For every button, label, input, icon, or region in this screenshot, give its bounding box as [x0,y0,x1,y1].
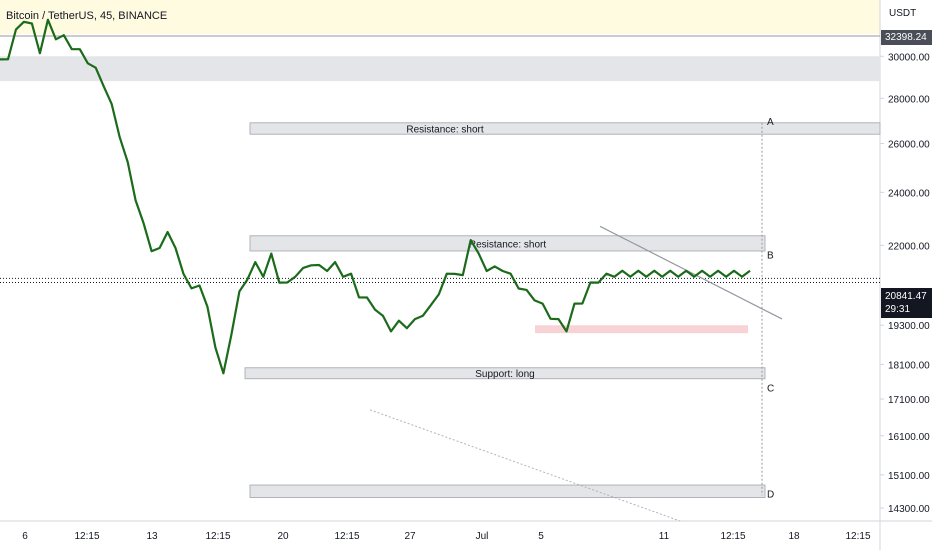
currency-label: USDT [889,8,917,19]
y-tick-label: 14300.00 [888,504,930,515]
marker-label: A [767,117,774,128]
top-price-tag: 32398.24 [881,30,932,45]
y-tick-label: 15100.00 [888,471,930,482]
zone-box [244,367,766,380]
y-tick-label: 17100.00 [888,395,930,406]
x-tick-label: 20 [277,531,289,542]
y-tick-label: 24000.00 [888,188,930,199]
x-tick-label: 12:15 [74,531,99,542]
y-tick-label: 26000.00 [888,140,930,151]
price-series [0,18,751,375]
zone-label: Support: long [475,369,535,380]
x-tick-label: 12:15 [720,531,745,542]
x-tick-label: 13 [146,531,158,542]
projection-line [369,409,681,522]
y-tick-label: 18100.00 [888,360,930,371]
y-tick-label: 16100.00 [888,432,930,443]
trend-line [599,225,783,320]
marker-label: B [767,251,774,262]
marker-label: C [767,383,774,394]
zone-label: Resistance: short [406,124,483,135]
x-tick-label: 6 [22,531,28,542]
x-tick-label: 12:15 [334,531,359,542]
zone-label: Resistance: short [469,239,546,250]
x-tick-label: 11 [659,531,670,542]
y-tick-label: 28000.00 [888,94,930,105]
x-tick-label: 27 [404,531,416,542]
last-price-value: 20841.47 [885,291,927,302]
zone-box [0,56,880,82]
zone-box [535,325,748,334]
x-tick-label: 5 [538,531,544,542]
y-tick-label: 22000.00 [888,241,930,252]
symbol-title: Bitcoin / TetherUS, 45, BINANCE [6,10,168,22]
marker-label: D [767,489,774,500]
x-tick-label: 12:15 [845,531,870,542]
last-price-tag: 20841.47 29:31 [881,288,932,318]
zone-box [249,122,881,135]
chart-header-bar: Bitcoin / TetherUS, 45, BINANCE [0,0,880,34]
y-tick-label: 19300.00 [888,321,930,332]
x-tick-label: 12:15 [205,531,230,542]
y-tick-label: 30000.00 [888,52,930,63]
zone-box [249,235,766,252]
zone-box [249,484,766,499]
x-tick-label: 18 [788,531,800,542]
x-tick-label: Jul [476,531,489,542]
candle-countdown: 29:31 [885,304,911,315]
